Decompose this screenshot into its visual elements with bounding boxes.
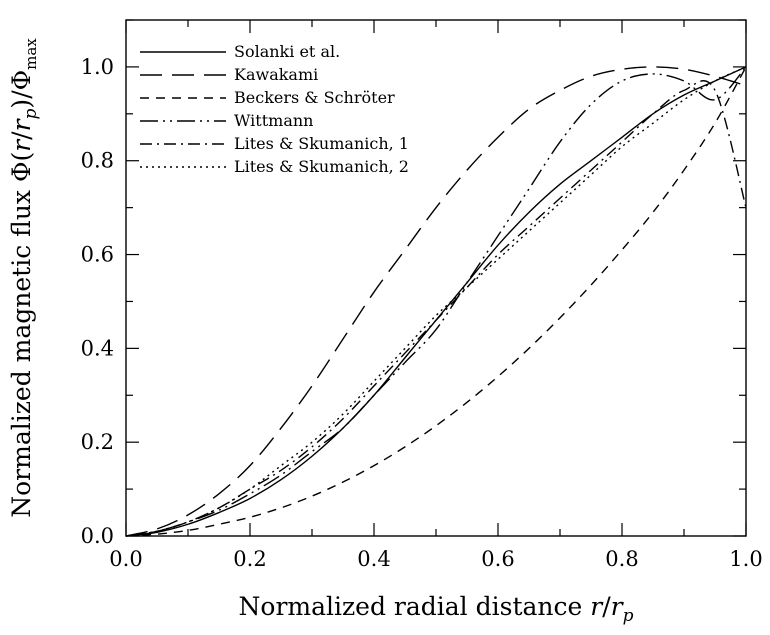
x-tick-label: 0.4	[357, 547, 390, 571]
series-line-6	[125, 66, 747, 537]
x-axis-title: Normalized radial distance r/rp	[239, 592, 634, 626]
x-tick-label: 0.0	[109, 547, 142, 571]
y-tick-label: 0.0	[81, 524, 114, 548]
legend: Solanki et al. Kawakami Beckers & Schröter…	[140, 42, 409, 176]
x-tick-label: 1.0	[729, 547, 762, 571]
series-line-3	[125, 66, 747, 537]
series-line-5	[125, 80, 747, 537]
y-tick-label: 0.8	[81, 149, 114, 173]
legend-label: Solanki et al.	[234, 42, 340, 61]
axis-ticks	[125, 19, 747, 537]
legend-label: Kawakami	[234, 65, 318, 84]
y-tick-label: 0.6	[81, 243, 114, 267]
y-tick-label: 0.2	[81, 430, 114, 454]
y-tick-label: 0.4	[81, 336, 114, 360]
x-tick-label: 0.2	[233, 547, 266, 571]
legend-label: Lites & Skumanich, 2	[234, 157, 409, 176]
y-axis-title: Normalized magnetic flux Φ(r/rp)/Φmax	[7, 38, 41, 518]
tick-labels: 0.0 0.2 0.4 0.6 0.8 1.0 0.0 0.2 0.4 0.6 0.8 1.0	[81, 55, 763, 571]
y-tick-label: 1.0	[81, 55, 114, 79]
legend-label: Wittmann	[234, 111, 313, 130]
x-tick-label: 0.6	[481, 547, 514, 571]
series-line-2	[125, 66, 747, 537]
plot-frame	[125, 19, 747, 537]
series-line-1	[125, 66, 747, 537]
x-tick-label: 0.8	[605, 547, 638, 571]
series-curves	[125, 66, 747, 537]
series-line-4	[125, 66, 747, 537]
legend-label: Lites & Skumanich, 1	[234, 134, 409, 153]
legend-label: Beckers & Schröter	[234, 88, 395, 107]
